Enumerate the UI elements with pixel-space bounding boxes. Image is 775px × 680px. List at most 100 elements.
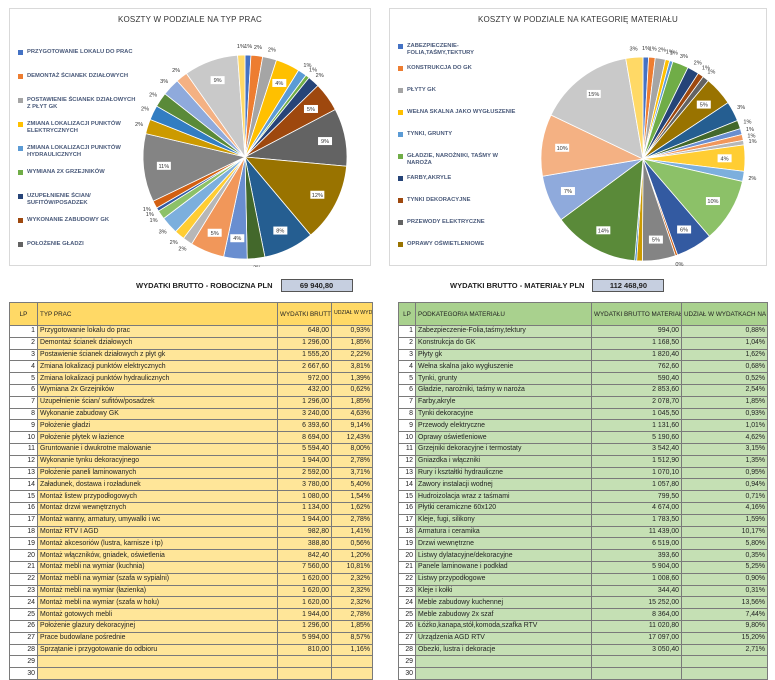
labor-cell-lp: 14 — [9, 478, 38, 492]
pie-label-bg — [156, 161, 171, 170]
material-cell-amount: 5 190,60 — [591, 431, 682, 444]
material-cell-lp: 13 — [398, 466, 416, 480]
labor-cell-lp: 9 — [9, 419, 38, 433]
material-cell-lp: 20 — [398, 549, 416, 562]
material-cell-name: Łóżko,kanapa,stół,komoda,szafka RTV — [415, 619, 592, 633]
pie-data-label: 1% — [666, 49, 674, 55]
labor-cell-amount: 1 080,00 — [277, 490, 332, 503]
labor-cell-name: Montaż RTV I AGD — [37, 525, 278, 539]
legend-item: WEŁNA SKALNA JAKO WYGŁUSZENIE — [398, 109, 518, 116]
labor-cell-name: Położenie gładzi — [37, 419, 278, 433]
material-cell-share: 0,68% — [681, 360, 768, 374]
legend-item: WYKONANIE ZABUDOWY GK — [18, 217, 138, 224]
pie-label-bg — [230, 234, 245, 243]
pie-data-label: 2% — [172, 68, 180, 74]
pie-data-label: 1% — [244, 44, 252, 50]
labor-cell-share: 10,81% — [331, 560, 373, 574]
material-cell-lp: 25 — [398, 608, 416, 621]
pie-slice — [560, 158, 644, 262]
legend-label: WEŁNA SKALNA JAKO WYGŁUSZENIE — [407, 109, 516, 115]
material-cell-name: Armatura i ceramika — [415, 525, 592, 539]
pie-data-label: 14% — [598, 228, 609, 234]
legend-item: DEMONTAŻ ŚCIANEK DZIAŁOWYCH — [18, 73, 138, 80]
labor-cell-amount: 3 240,00 — [277, 407, 332, 421]
labor-summary-value: 69 940,80 — [280, 279, 353, 292]
material-cell-amount: 5 904,00 — [591, 560, 682, 574]
labor-cell-lp: 30 — [9, 667, 38, 680]
labor-cell-name: Uzupełnienie ścian/ sufitów/posadzek — [37, 395, 278, 409]
pie-label-bg — [677, 225, 692, 234]
labor-cell-amount: 1 620,00 — [277, 572, 332, 586]
legend-label: ZABEZPIECZENIE-FOLIA,TAŚMY,TEKTURY — [407, 43, 474, 56]
material-pie: 1%1% 2% 1%1%3%2%1%1%5% 3%1%1%1%1%4%2%10%6%0… — [540, 46, 757, 267]
pie-data-label: 3% — [737, 105, 745, 111]
material-cell-amount: 1 045,50 — [591, 407, 682, 421]
labor-cell-name: Montaż drzwi wewnętrznych — [37, 501, 278, 515]
legend-swatch — [398, 220, 403, 225]
legend-label: POŁOŻENIE GŁADZI — [27, 241, 84, 247]
labor-col-name: TYP PRAC — [37, 302, 278, 326]
pie-label-bg — [207, 228, 222, 237]
material-col-amount: WYDATKI BRUTTO MATERIAŁY - PLN — [591, 302, 682, 326]
labor-summary-label: WYDATKI BRUTTO - ROBOCIZNA PLN — [136, 281, 273, 290]
material-cell-amount: 17 097,00 — [591, 631, 682, 645]
material-cell-lp: 23 — [398, 584, 416, 598]
labor-cell-lp: 4 — [9, 360, 38, 374]
legend-label: ZMIANA LOKALIZACJI PUNKTÓW ELEKTRYCZNYCH — [27, 121, 121, 134]
pie-data-label: 4% — [721, 156, 729, 162]
labor-cell-share: 8,00% — [331, 442, 373, 456]
material-cell-share: 0,88% — [681, 325, 768, 338]
labor-cell-lp: 23 — [9, 584, 38, 598]
pie-label-bg — [648, 235, 663, 244]
pie-data-label: 15% — [588, 92, 599, 98]
material-cell-share: 0,93% — [681, 407, 768, 421]
material-cell-amount: 1 512,90 — [591, 454, 682, 468]
labor-cell-amount: 1 620,00 — [277, 584, 332, 598]
labor-cell-amount: 388,80 — [277, 537, 332, 551]
pie-data-label: 2% — [178, 247, 186, 253]
pie-data-label: 1% — [309, 67, 317, 73]
labor-cell-lp: 12 — [9, 454, 38, 468]
material-cell-amount: 1 070,10 — [591, 466, 682, 480]
labor-row: 9 Położenie gładzi 6 393,60 9,14% — [9, 419, 373, 433]
labor-cell-share: 3,71% — [331, 466, 373, 480]
material-cell-name: Zabezpieczenie-Folia,taśmy,tektury — [415, 325, 592, 338]
material-cell-lp: 30 — [398, 667, 416, 680]
labor-cell-share: 1,16% — [331, 643, 373, 657]
labor-cell-name: Montaż wanny, armatury, umywalki i wc — [37, 513, 278, 527]
legend-item: PRZEWODY ELEKTRYCZNE — [398, 219, 518, 226]
material-row: 30 — [398, 667, 768, 680]
material-cell-amount: 994,00 — [591, 325, 682, 338]
labor-cell-share: 1,85% — [331, 619, 373, 633]
labor-cell-name: Zmiana lokalizacji punktów hydraulicznyc… — [37, 372, 278, 385]
pie-data-label: 2% — [658, 48, 666, 54]
labor-cell-amount: 1 944,00 — [277, 454, 332, 468]
material-cell-amount: 590,40 — [591, 372, 682, 385]
material-cell-lp: 28 — [398, 643, 416, 657]
material-cell-lp: 17 — [398, 513, 416, 527]
material-row: 21 Panele laminowane i podkład 5 904,00 5,2… — [398, 560, 768, 574]
labor-row: 28 Sprzątanie i przygotowanie do odbioru 8… — [9, 643, 373, 657]
pie-data-label: 2% — [141, 107, 149, 113]
labor-cell-amount: 1 296,00 — [277, 395, 332, 409]
pie-data-label: 12% — [312, 193, 323, 199]
legend-item: OPRAWY OŚWIETLENIOWE — [398, 241, 518, 248]
pie-data-label: 2% — [268, 47, 276, 53]
labor-cell-amount — [277, 655, 332, 669]
legend-item: GŁADZIE, NAROŻNIKI, TAŚMY W NAROŻA — [398, 153, 518, 167]
legend-swatch — [398, 198, 403, 203]
labor-row: 20 Montaż włączników, gniadek, oświetleni… — [9, 549, 373, 562]
labor-cell-share: 5,40% — [331, 478, 373, 492]
legend-swatch — [398, 44, 403, 49]
labor-col-share: UDZIAŁ W WYDATKACH NA ROBOCIZNĘ — [331, 302, 373, 326]
labor-cell-name: Postawienie ścianek działowych z płyt gk — [37, 348, 278, 362]
legend-item: TYNKI, GRUNTY — [398, 131, 518, 138]
pie-label-bg — [273, 226, 288, 235]
legend-item: POSTAWIENIE ŚCIANEK DZIAŁOWYCH Z PŁYT GK — [18, 97, 138, 111]
pie-label-bg — [555, 143, 570, 152]
material-cell-share: 0,71% — [681, 490, 768, 503]
material-cell-amount: 1 131,60 — [591, 419, 682, 433]
labor-row: 25 Montaż gotowych mebli 1 944,00 2,78% — [9, 608, 373, 621]
pie-slice — [550, 58, 644, 160]
pie-data-label: 5% — [307, 107, 315, 113]
